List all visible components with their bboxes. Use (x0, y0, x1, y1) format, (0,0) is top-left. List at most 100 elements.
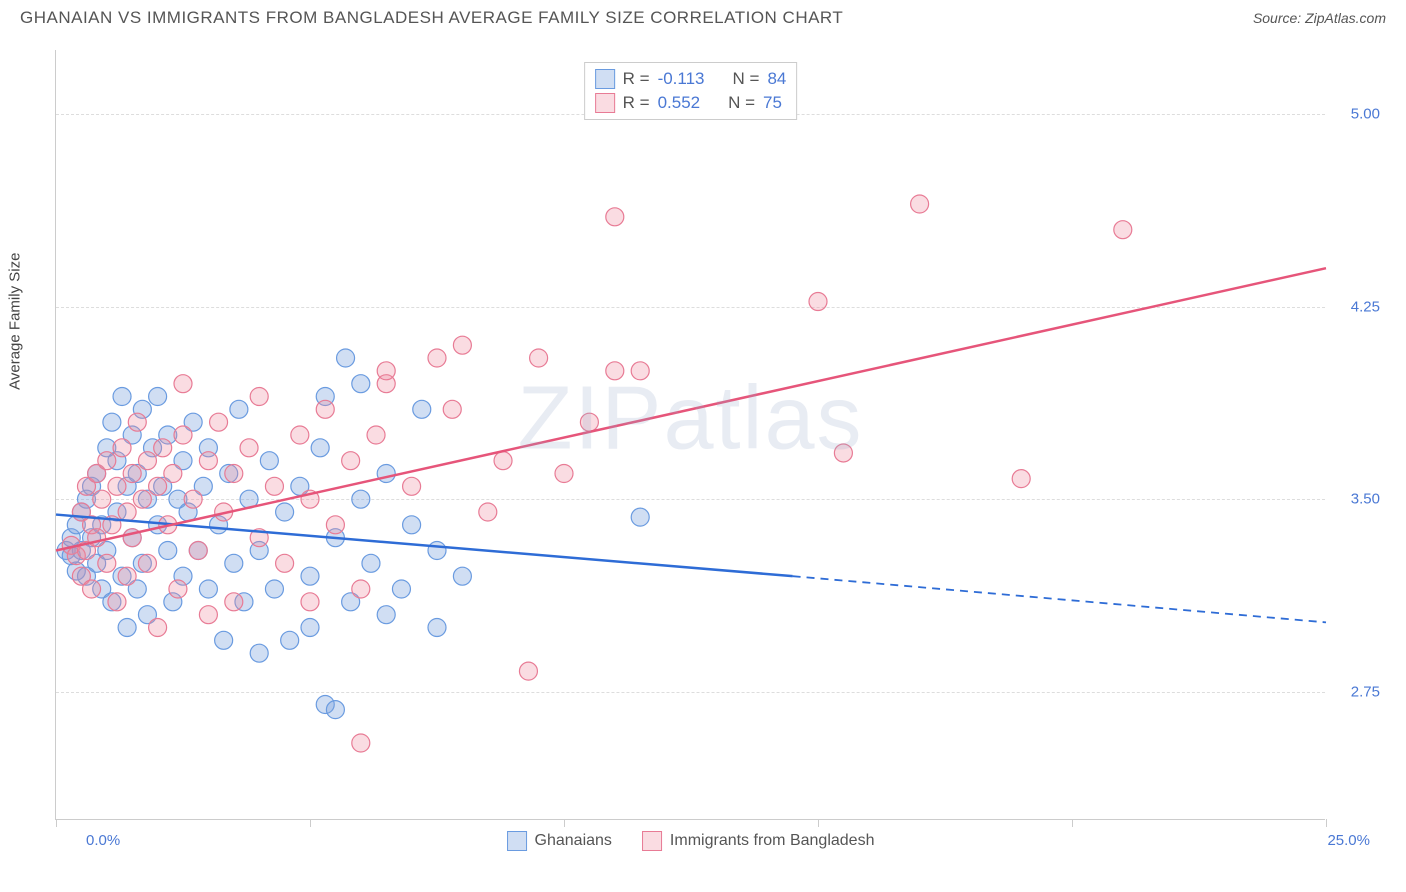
n-value-bangladesh: 75 (763, 93, 782, 113)
data-point (265, 580, 283, 598)
data-point (392, 580, 410, 598)
data-point (128, 413, 146, 431)
data-point (281, 631, 299, 649)
data-point (240, 439, 258, 457)
x-tick (1072, 819, 1073, 827)
data-point (184, 490, 202, 508)
legend-row-ghanaians: R = -0.113 N = 84 (595, 67, 787, 91)
chart-container: Average Family Size ZIPatlas 2.753.504.2… (20, 40, 1386, 860)
data-point (225, 554, 243, 572)
y-tick-label: 3.50 (1351, 491, 1380, 508)
n-label: N = (733, 69, 760, 89)
y-axis-label: Average Family Size (7, 253, 24, 390)
data-point (159, 542, 177, 560)
data-point (580, 413, 598, 431)
data-point (352, 490, 370, 508)
r-value-ghanaians: -0.113 (658, 69, 705, 89)
data-point (250, 644, 268, 662)
scatter-svg (56, 50, 1325, 819)
series-label-ghanaians: Ghanaians (535, 832, 612, 850)
data-point (174, 375, 192, 393)
data-point (494, 452, 512, 470)
data-point (413, 400, 431, 418)
n-value-ghanaians: 84 (767, 69, 786, 89)
data-point (98, 452, 116, 470)
data-point (352, 375, 370, 393)
x-tick (310, 819, 311, 827)
data-point (230, 400, 248, 418)
data-point (225, 593, 243, 611)
data-point (123, 465, 141, 483)
data-point (479, 503, 497, 521)
data-point (210, 413, 228, 431)
data-point (631, 508, 649, 526)
swatch-bangladesh (595, 93, 615, 113)
data-point (403, 477, 421, 495)
data-point (103, 413, 121, 431)
data-point (316, 400, 334, 418)
data-point (199, 580, 217, 598)
data-point (149, 388, 167, 406)
data-point (911, 195, 929, 213)
x-tick (564, 819, 565, 827)
data-point (118, 503, 136, 521)
data-point (453, 336, 471, 354)
r-label: R = (623, 69, 650, 89)
data-point (149, 477, 167, 495)
data-point (606, 362, 624, 380)
r-value-bangladesh: 0.552 (658, 93, 701, 113)
data-point (519, 662, 537, 680)
data-point (265, 477, 283, 495)
data-point (352, 734, 370, 752)
data-point (199, 452, 217, 470)
legend-row-bangladesh: R = 0.552 N = 75 (595, 91, 787, 115)
data-point (138, 452, 156, 470)
n-label: N = (728, 93, 755, 113)
data-point (337, 349, 355, 367)
data-point (428, 542, 446, 560)
data-point (133, 490, 151, 508)
data-point (326, 516, 344, 534)
data-point (606, 208, 624, 226)
data-point (311, 439, 329, 457)
data-point (834, 444, 852, 462)
x-axis-min-label: 0.0% (86, 832, 120, 849)
data-point (169, 580, 187, 598)
data-point (530, 349, 548, 367)
data-point (199, 606, 217, 624)
data-point (326, 701, 344, 719)
data-point (149, 619, 167, 637)
data-point (174, 426, 192, 444)
data-point (276, 503, 294, 521)
data-point (377, 606, 395, 624)
series-legend: Ghanaians Immigrants from Bangladesh (507, 831, 875, 851)
data-point (1012, 470, 1030, 488)
data-point (250, 388, 268, 406)
data-point (352, 580, 370, 598)
data-point (98, 554, 116, 572)
data-point (189, 542, 207, 560)
data-point (631, 362, 649, 380)
data-point (215, 631, 233, 649)
data-point (453, 567, 471, 585)
legend-item-bangladesh: Immigrants from Bangladesh (642, 831, 875, 851)
legend-item-ghanaians: Ghanaians (507, 831, 612, 851)
data-point (260, 452, 278, 470)
data-point (225, 465, 243, 483)
x-tick (1326, 819, 1327, 827)
data-point (428, 619, 446, 637)
data-point (154, 439, 172, 457)
data-point (108, 477, 126, 495)
data-point (362, 554, 380, 572)
chart-title: GHANAIAN VS IMMIGRANTS FROM BANGLADESH A… (20, 8, 843, 28)
y-tick-label: 5.00 (1351, 106, 1380, 123)
data-point (108, 593, 126, 611)
data-point (428, 349, 446, 367)
x-tick (818, 819, 819, 827)
data-point (113, 439, 131, 457)
data-point (1114, 221, 1132, 239)
data-point (342, 452, 360, 470)
data-point (113, 388, 131, 406)
data-point (93, 490, 111, 508)
data-point (138, 554, 156, 572)
